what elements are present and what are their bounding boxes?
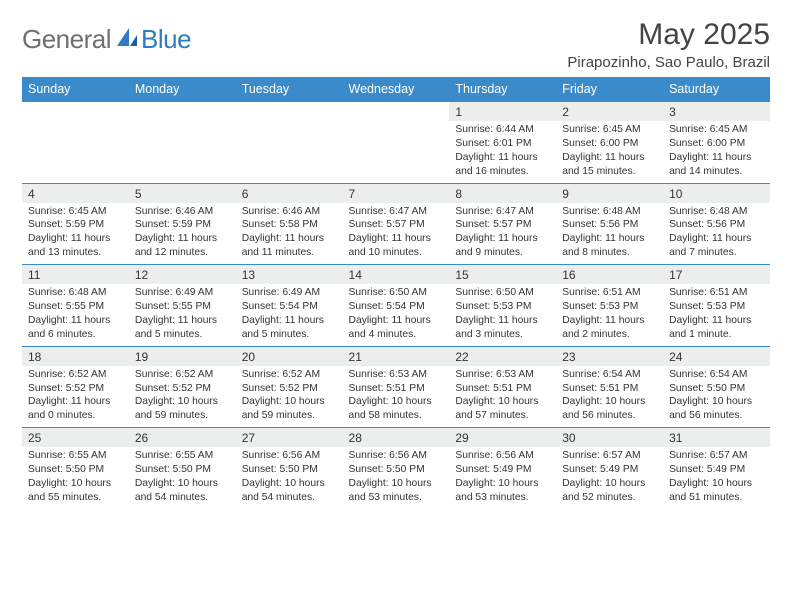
day-info-cell: Sunrise: 6:51 AMSunset: 5:53 PMDaylight:… <box>663 284 770 346</box>
day-number-cell: 23 <box>556 346 663 366</box>
day-number-cell: 28 <box>343 428 450 448</box>
day-number-cell: 1 <box>449 102 556 122</box>
day-number-cell: 17 <box>663 265 770 285</box>
day-number-row: 11121314151617 <box>22 265 770 285</box>
day-number-cell: 7 <box>343 183 450 203</box>
day-number-row: 45678910 <box>22 183 770 203</box>
day-info-cell: Sunrise: 6:45 AMSunset: 6:00 PMDaylight:… <box>556 121 663 183</box>
day-number-cell: 6 <box>236 183 343 203</box>
day-info-cell: Sunrise: 6:47 AMSunset: 5:57 PMDaylight:… <box>343 203 450 265</box>
day-info-row: Sunrise: 6:52 AMSunset: 5:52 PMDaylight:… <box>22 366 770 428</box>
day-info-cell: Sunrise: 6:52 AMSunset: 5:52 PMDaylight:… <box>22 366 129 428</box>
day-info-cell <box>343 121 450 183</box>
day-number-cell: 4 <box>22 183 129 203</box>
day-info-cell: Sunrise: 6:48 AMSunset: 5:55 PMDaylight:… <box>22 284 129 346</box>
day-number-cell: 29 <box>449 428 556 448</box>
day-info-cell: Sunrise: 6:52 AMSunset: 5:52 PMDaylight:… <box>129 366 236 428</box>
day-number-cell: 3 <box>663 102 770 122</box>
day-number-cell: 10 <box>663 183 770 203</box>
day-info-cell: Sunrise: 6:55 AMSunset: 5:50 PMDaylight:… <box>22 447 129 509</box>
day-info-cell: Sunrise: 6:50 AMSunset: 5:53 PMDaylight:… <box>449 284 556 346</box>
day-number-cell: 12 <box>129 265 236 285</box>
day-info-cell: Sunrise: 6:45 AMSunset: 5:59 PMDaylight:… <box>22 203 129 265</box>
day-number-cell: 18 <box>22 346 129 366</box>
calendar-table: SundayMondayTuesdayWednesdayThursdayFrid… <box>22 77 770 509</box>
day-info-cell: Sunrise: 6:56 AMSunset: 5:50 PMDaylight:… <box>343 447 450 509</box>
day-info-row: Sunrise: 6:55 AMSunset: 5:50 PMDaylight:… <box>22 447 770 509</box>
day-header: Wednesday <box>343 77 450 102</box>
day-info-cell: Sunrise: 6:51 AMSunset: 5:53 PMDaylight:… <box>556 284 663 346</box>
day-info-cell: Sunrise: 6:53 AMSunset: 5:51 PMDaylight:… <box>449 366 556 428</box>
day-header: Friday <box>556 77 663 102</box>
day-header: Tuesday <box>236 77 343 102</box>
day-number-cell: 25 <box>22 428 129 448</box>
day-info-cell: Sunrise: 6:49 AMSunset: 5:54 PMDaylight:… <box>236 284 343 346</box>
day-info-row: Sunrise: 6:48 AMSunset: 5:55 PMDaylight:… <box>22 284 770 346</box>
day-info-cell <box>22 121 129 183</box>
day-number-cell: 20 <box>236 346 343 366</box>
day-info-cell: Sunrise: 6:57 AMSunset: 5:49 PMDaylight:… <box>663 447 770 509</box>
title-block: May 2025 Pirapozinho, Sao Paulo, Brazil <box>567 18 770 71</box>
day-header: Saturday <box>663 77 770 102</box>
day-info-cell <box>236 121 343 183</box>
day-info-cell: Sunrise: 6:53 AMSunset: 5:51 PMDaylight:… <box>343 366 450 428</box>
day-number-cell: 9 <box>556 183 663 203</box>
month-title: May 2025 <box>567 18 770 52</box>
day-number-cell: 26 <box>129 428 236 448</box>
logo-text-blue: Blue <box>141 24 191 55</box>
day-info-cell: Sunrise: 6:54 AMSunset: 5:50 PMDaylight:… <box>663 366 770 428</box>
day-header: Thursday <box>449 77 556 102</box>
day-number-cell: 24 <box>663 346 770 366</box>
day-number-row: 25262728293031 <box>22 428 770 448</box>
day-number-cell: 22 <box>449 346 556 366</box>
day-info-cell: Sunrise: 6:54 AMSunset: 5:51 PMDaylight:… <box>556 366 663 428</box>
day-info-cell: Sunrise: 6:55 AMSunset: 5:50 PMDaylight:… <box>129 447 236 509</box>
day-number-cell: 15 <box>449 265 556 285</box>
day-info-cell: Sunrise: 6:50 AMSunset: 5:54 PMDaylight:… <box>343 284 450 346</box>
day-number-cell: 8 <box>449 183 556 203</box>
day-header: Monday <box>129 77 236 102</box>
day-number-cell: 2 <box>556 102 663 122</box>
day-number-cell: 31 <box>663 428 770 448</box>
day-info-cell: Sunrise: 6:57 AMSunset: 5:49 PMDaylight:… <box>556 447 663 509</box>
day-header-row: SundayMondayTuesdayWednesdayThursdayFrid… <box>22 77 770 102</box>
calendar-body: 123Sunrise: 6:44 AMSunset: 6:01 PMDaylig… <box>22 102 770 510</box>
day-info-cell: Sunrise: 6:46 AMSunset: 5:58 PMDaylight:… <box>236 203 343 265</box>
day-info-row: Sunrise: 6:45 AMSunset: 5:59 PMDaylight:… <box>22 203 770 265</box>
day-info-cell: Sunrise: 6:45 AMSunset: 6:00 PMDaylight:… <box>663 121 770 183</box>
day-number-row: 18192021222324 <box>22 346 770 366</box>
day-info-cell: Sunrise: 6:48 AMSunset: 5:56 PMDaylight:… <box>556 203 663 265</box>
day-header: Sunday <box>22 77 129 102</box>
day-info-cell <box>129 121 236 183</box>
day-info-cell: Sunrise: 6:48 AMSunset: 5:56 PMDaylight:… <box>663 203 770 265</box>
day-info-cell: Sunrise: 6:46 AMSunset: 5:59 PMDaylight:… <box>129 203 236 265</box>
day-number-cell: 27 <box>236 428 343 448</box>
location-text: Pirapozinho, Sao Paulo, Brazil <box>567 54 770 71</box>
day-number-cell: 13 <box>236 265 343 285</box>
day-number-cell: 14 <box>343 265 450 285</box>
day-number-cell <box>22 102 129 122</box>
day-number-row: 123 <box>22 102 770 122</box>
day-number-cell: 19 <box>129 346 236 366</box>
logo-sail-icon <box>115 26 139 53</box>
day-info-row: Sunrise: 6:44 AMSunset: 6:01 PMDaylight:… <box>22 121 770 183</box>
day-info-cell: Sunrise: 6:49 AMSunset: 5:55 PMDaylight:… <box>129 284 236 346</box>
day-number-cell <box>129 102 236 122</box>
day-info-cell: Sunrise: 6:47 AMSunset: 5:57 PMDaylight:… <box>449 203 556 265</box>
day-info-cell: Sunrise: 6:56 AMSunset: 5:49 PMDaylight:… <box>449 447 556 509</box>
logo-text-general: General <box>22 24 111 55</box>
header: General Blue May 2025 Pirapozinho, Sao P… <box>22 18 770 71</box>
day-number-cell <box>236 102 343 122</box>
logo: General Blue <box>22 18 191 55</box>
day-info-cell: Sunrise: 6:56 AMSunset: 5:50 PMDaylight:… <box>236 447 343 509</box>
day-number-cell: 5 <box>129 183 236 203</box>
day-number-cell: 21 <box>343 346 450 366</box>
day-info-cell: Sunrise: 6:52 AMSunset: 5:52 PMDaylight:… <box>236 366 343 428</box>
day-number-cell: 16 <box>556 265 663 285</box>
day-number-cell <box>343 102 450 122</box>
day-info-cell: Sunrise: 6:44 AMSunset: 6:01 PMDaylight:… <box>449 121 556 183</box>
day-number-cell: 11 <box>22 265 129 285</box>
day-number-cell: 30 <box>556 428 663 448</box>
